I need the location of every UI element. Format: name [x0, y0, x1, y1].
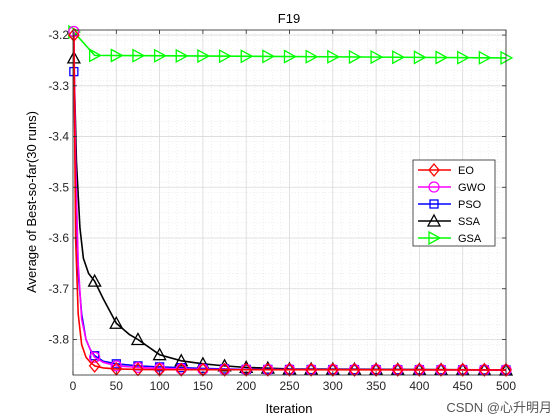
data-point-ssa [87, 273, 102, 287]
data-point-gwo [89, 351, 101, 363]
data-point-gwo [132, 361, 144, 374]
x-tick-label: 350 [366, 379, 386, 393]
series-line-ssa [73, 57, 507, 371]
data-point-eo [283, 362, 296, 377]
y-tick-label: -3.4 [48, 130, 69, 144]
x-tick-label: 100 [150, 379, 170, 393]
data-point-gsa [262, 49, 276, 64]
legend-label-ssa: SSA [458, 216, 481, 228]
data-point-gsa [392, 50, 406, 65]
data-point-gsa [327, 49, 341, 64]
legend-marker-gsa [428, 230, 442, 246]
y-tick-label: -3.5 [48, 180, 69, 194]
data-point-eo [326, 362, 339, 377]
y-tick-label: -3.2 [48, 28, 69, 42]
legend-box [412, 159, 496, 247]
legend-marker-pso [429, 199, 439, 209]
x-tick-label: 500 [496, 379, 516, 393]
data-point-gsa [370, 50, 384, 65]
series-line-eo [73, 35, 507, 371]
data-point-gsa [348, 49, 362, 65]
data-point-ssa [109, 315, 124, 329]
data-point-ssa [152, 347, 167, 361]
y-axis-label: Average of Best-so-far(30 runs) [24, 111, 39, 293]
chart-title: F19 [278, 11, 300, 26]
data-point-ssa [130, 332, 146, 346]
data-point-gsa [175, 48, 189, 63]
data-point-eo [305, 362, 317, 377]
x-tick-label: 450 [453, 379, 473, 393]
x-tick-label: 50 [110, 379, 124, 393]
x-tick-label: 250 [279, 379, 299, 393]
data-point-gsa [305, 49, 319, 64]
data-point-gsa [197, 48, 211, 64]
data-point-eo [68, 28, 80, 43]
data-point-eo [500, 362, 512, 377]
x-tick-label: 0 [70, 379, 77, 393]
data-point-gsa [283, 49, 297, 64]
y-tick-label: -3.7 [48, 282, 69, 296]
watermark: CSDN @心升明月 [446, 400, 552, 415]
data-point-eo [262, 362, 274, 377]
legend-label-gwo: GWO [458, 182, 486, 194]
x-axis-label: Iteration [266, 401, 313, 416]
y-tick-label: -3.8 [48, 332, 69, 346]
legend-marker-gwo [428, 181, 440, 193]
data-point-gsa [500, 50, 514, 65]
data-point-gsa [110, 48, 124, 63]
data-point-eo [391, 362, 404, 377]
data-point-eo [435, 362, 447, 377]
data-point-gsa [413, 50, 427, 65]
x-tick-label: 300 [323, 379, 343, 393]
y-tick-label: -3.6 [48, 231, 69, 245]
data-point-ssa [174, 353, 189, 367]
y-tick-label: -3.3 [48, 79, 69, 93]
data-point-gsa [218, 49, 232, 64]
x-tick-label: 150 [193, 379, 213, 393]
data-point-gwo [110, 360, 122, 372]
series-line-gsa [73, 31, 507, 59]
x-tick-label: 400 [409, 379, 429, 393]
series-line-gwo [73, 31, 507, 371]
data-point-gsa [89, 48, 103, 63]
data-point-eo [348, 362, 361, 377]
x-tick-label: 200 [236, 379, 256, 393]
data-point-eo [88, 358, 101, 373]
data-point-eo [197, 362, 209, 377]
data-point-eo [478, 362, 491, 377]
data-point-eo [132, 362, 144, 377]
data-point-gsa [132, 48, 146, 63]
data-point-gsa [435, 50, 449, 65]
data-point-eo [370, 362, 382, 377]
legend-label-gsa: GSA [458, 233, 482, 245]
data-point-gsa [478, 50, 492, 65]
legend: EO GWO PSO SSA GSA [412, 159, 496, 247]
legend-marker-ssa [426, 213, 442, 227]
data-point-eo [413, 362, 426, 377]
data-point-eo [240, 362, 253, 377]
data-point-eo [153, 362, 166, 377]
data-point-eo [175, 362, 188, 377]
data-point-eo [456, 362, 469, 377]
legend-label-pso: PSO [458, 199, 482, 211]
data-point-eo [218, 362, 231, 377]
legend-label-eo: EO [458, 165, 474, 177]
data-point-gsa [240, 49, 254, 64]
data-point-gsa [153, 48, 167, 63]
data-point-gsa [457, 50, 471, 65]
legend-marker-eo [428, 162, 440, 178]
